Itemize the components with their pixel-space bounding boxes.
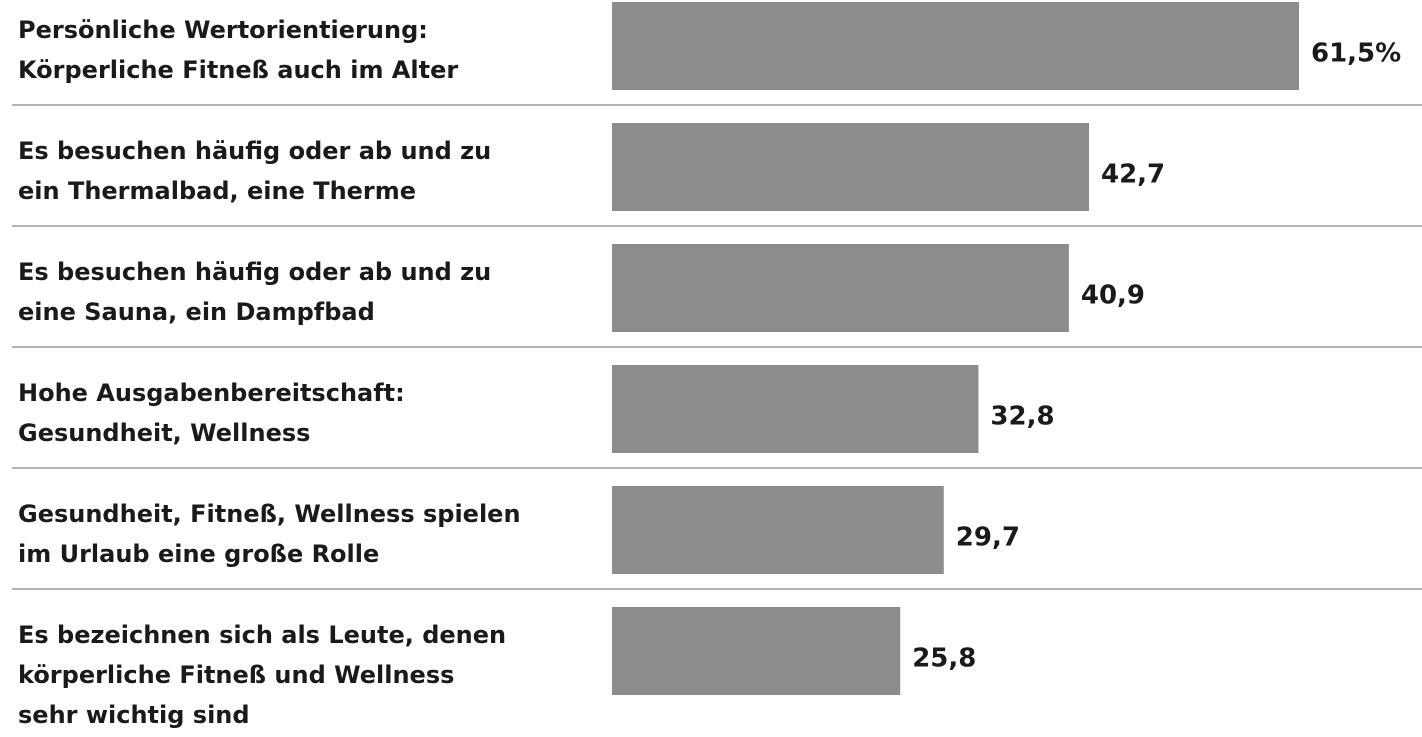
category-label: im Urlaub eine große Rolle: [18, 540, 379, 568]
value-label: 42,7: [1101, 160, 1165, 190]
category-label: Gesundheit, Wellness: [18, 419, 310, 447]
bar: [612, 365, 979, 453]
value-label: 29,7: [956, 523, 1020, 553]
bar: [612, 123, 1089, 211]
category-label: Es besuchen häufig oder ab und zu: [18, 137, 491, 165]
value-label: 32,8: [990, 402, 1054, 432]
value-label: 25,8: [912, 644, 976, 674]
bar: [612, 2, 1299, 90]
category-label: sehr wichtig sind: [18, 701, 250, 729]
value-label: 61,5%: [1311, 39, 1401, 69]
bar: [612, 486, 944, 574]
category-label: Körperliche Fitneß auch im Alter: [18, 56, 458, 84]
category-label: Hohe Ausgabenbereitschaft:: [18, 379, 405, 407]
category-label: eine Sauna, ein Dampfbad: [18, 298, 375, 326]
category-label: Persönliche Wertorientierung:: [18, 16, 428, 44]
bar: [612, 244, 1069, 332]
category-label: Es besuchen häufig oder ab und zu: [18, 258, 491, 286]
bar: [612, 607, 901, 695]
category-label: ein Thermalbad, eine Therme: [18, 177, 416, 205]
value-label: 40,9: [1081, 281, 1145, 311]
category-label: körperliche Fitneß und Wellness: [18, 661, 454, 689]
category-label: Es bezeichnen sich als Leute, denen: [18, 621, 506, 649]
category-label: Gesundheit, Fitneß, Wellness spielen: [18, 500, 521, 528]
